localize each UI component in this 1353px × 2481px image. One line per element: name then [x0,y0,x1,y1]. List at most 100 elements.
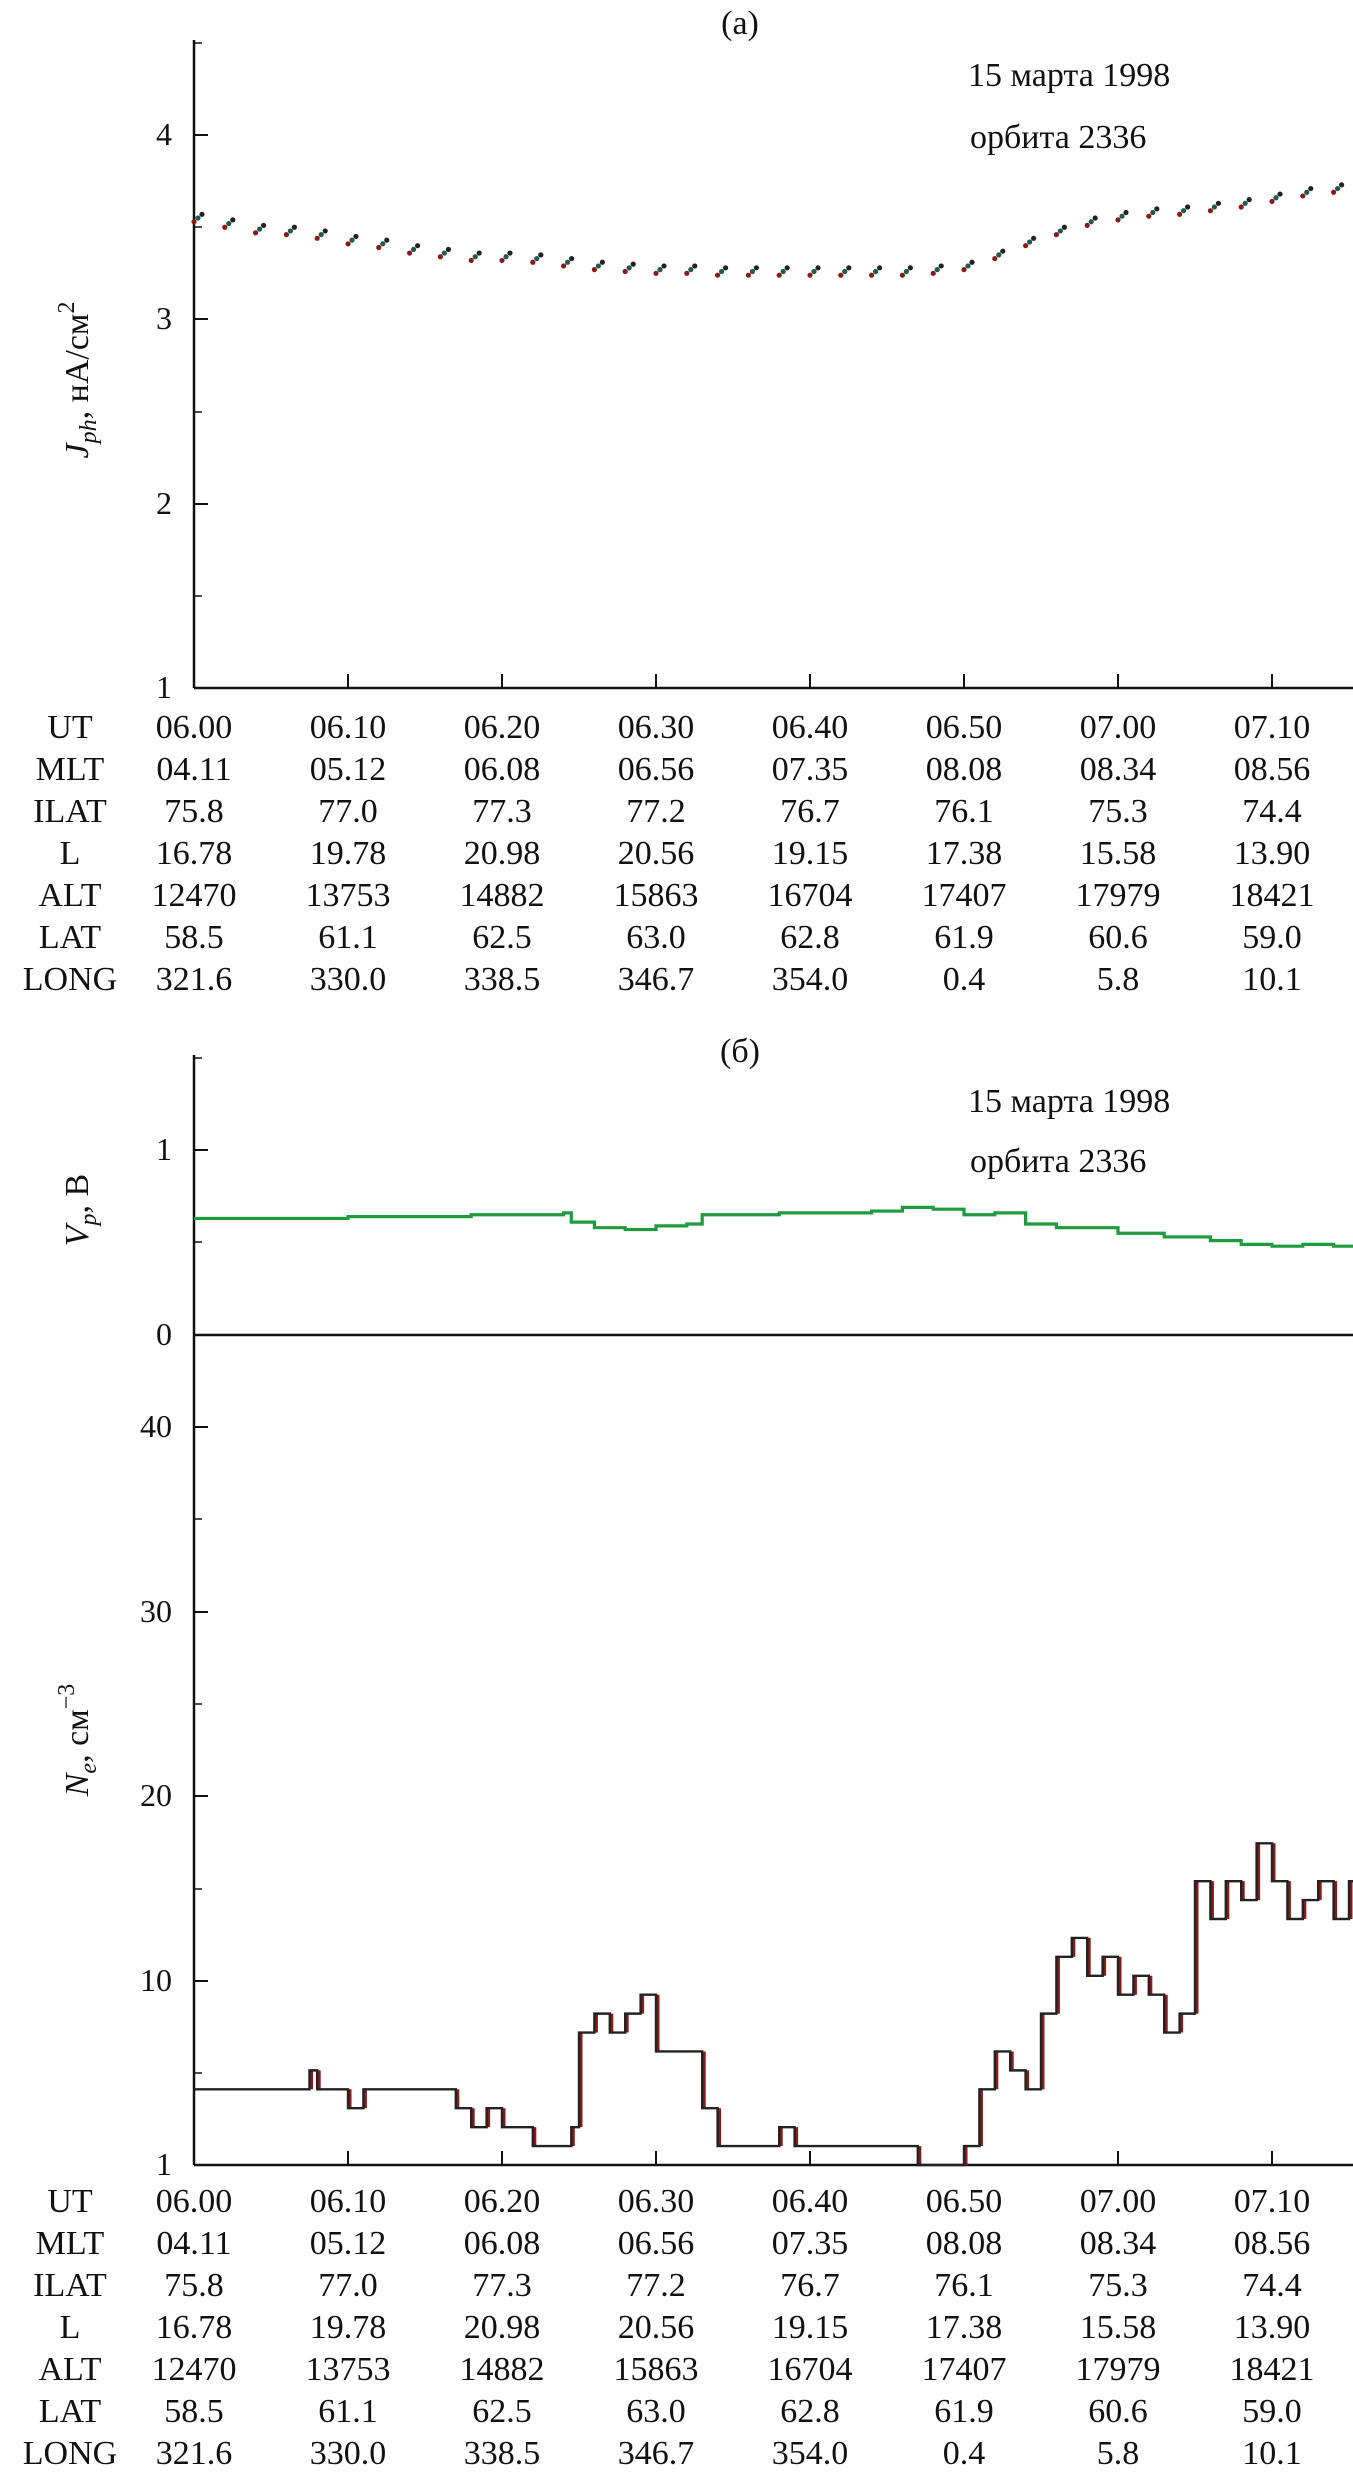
table-cell: 13.90 [1234,2309,1311,2346]
jph-data-point [784,265,790,271]
jph-data-point [745,272,752,278]
jph-data-point [653,270,659,276]
jph-data-point [996,252,1002,258]
table-cell: 14882 [460,2351,545,2388]
jph-data-point [384,237,390,243]
jph-data-point [815,265,821,271]
table-cell: 16.78 [156,2309,233,2346]
table-column-0600: 06.00 04.11 75.8 16.78 12470 58.5 321.6 [152,2183,237,2472]
table-cell: 61.1 [318,919,378,956]
jph-data-point [899,272,906,278]
panel-a-label: (a) [721,5,759,42]
table-cell: 06.10 [310,709,387,746]
table-cell: 63.0 [626,919,686,956]
table-row-label: L [60,2309,81,2346]
jph-data-point [226,220,232,227]
table-cell: 0.4 [943,961,986,998]
panel-a-y-tick-label: 2 [156,485,172,521]
table-cell: 07.00 [1080,709,1157,746]
table-cell: 20.98 [464,2309,541,2346]
jph-data-point [1331,189,1337,195]
table-cell: 17.38 [926,2309,1003,2346]
table-cell: 59.0 [1242,2393,1302,2430]
vp-plot-area [194,1205,1353,1248]
jph-data-point [692,263,698,269]
jph-data-point [1339,182,1345,188]
jph-data-point [468,257,474,264]
table-cell: 06.20 [464,709,541,746]
jph-data-point [599,259,606,265]
ne-y-axis-title: Ne, см−3 [54,1684,102,1798]
table-cell: 321.6 [156,2435,233,2472]
jph-data-point [961,267,967,273]
table-row-label: LONG [23,2435,117,2472]
table-cell: 06.00 [156,709,233,746]
jph-data-point [591,267,598,273]
table-cell: 06.56 [618,2225,695,2262]
table-cell: 08.08 [926,2225,1003,2262]
jph-data-point [1027,239,1033,245]
jph-data-point [1335,185,1341,192]
jph-data-point [749,268,756,275]
table-cell: 338.5 [464,961,541,998]
jph-data-point [534,255,540,262]
jph-data-point [1181,208,1187,214]
table-cell: 17407 [922,2351,1007,2388]
table-row-label: MLT [36,751,105,788]
table-cell: 346.7 [618,961,695,998]
jph-data-point [561,263,567,269]
table-cell: 06.50 [926,709,1003,746]
table-cell: 06.40 [772,2183,849,2220]
table-cell: 18421 [1230,2351,1315,2388]
jph-data-point [1031,235,1037,241]
panel-a-y-tick-label: 3 [156,300,172,336]
jph-data-point [811,268,817,275]
jph-data-point [230,217,236,223]
panel-a-y-ticks: 1 2 3 4 [156,42,208,705]
jph-data-point [1000,248,1006,254]
table-cell: 60.6 [1088,2393,1148,2430]
ne-y-tick-label: 40 [140,1408,172,1444]
jph-data-point [1246,197,1252,203]
table-cell: 05.12 [310,751,387,788]
table-column-0600: 06.00 04.11 75.8 16.78 12470 58.5 321.6 [152,709,237,998]
jph-data-point [287,228,293,234]
table-cell: 18421 [1230,877,1315,914]
jph-data-point [291,224,297,230]
table-cell: 354.0 [772,961,849,998]
panel-b-annotation-orbit: орбита 2336 [970,1143,1146,1180]
table-row-label: MLT [36,2225,105,2262]
jph-data-point [807,272,813,278]
vp-y-ticks: 0 1 [156,1057,208,1352]
table-column-0630: 06.30 06.56 77.2 20.56 15863 63.0 346.7 [614,2183,699,2472]
table-cell: 75.8 [164,793,224,830]
table-column-0610: 06.10 05.12 77.0 19.78 13753 61.1 330.0 [306,2183,391,2472]
table-cell: 58.5 [164,2393,224,2430]
jph-data-point [753,265,760,271]
jph-data-point [538,252,544,258]
jph-data-point [322,228,328,234]
jph-data-point [661,263,667,269]
jph-data-point [1304,189,1310,195]
jph-data-point [1277,191,1283,197]
table-cell: 08.56 [1234,751,1311,788]
table-cell: 14882 [460,877,545,914]
jph-data-point [261,222,267,229]
table-row-label: ILAT [33,2267,107,2304]
jph-data-point [499,257,505,264]
panel-a-x-ticks [193,674,1273,688]
jph-data-point [1269,198,1275,205]
jph-data-point [1057,228,1063,234]
table-cell: 77.0 [318,2267,378,2304]
jph-data-point [873,268,879,275]
table-cell: 12470 [152,877,237,914]
table-cell: 05.12 [310,2225,387,2262]
table-cell: 63.0 [626,2393,686,2430]
panel-b-x-ticks [193,2151,1273,2165]
panel-a-plot-area [191,182,1345,278]
table-cell: 338.5 [464,2435,541,2472]
jph-data-point [684,270,690,276]
table-cell: 77.2 [626,793,686,830]
jph-data-point [376,244,382,251]
